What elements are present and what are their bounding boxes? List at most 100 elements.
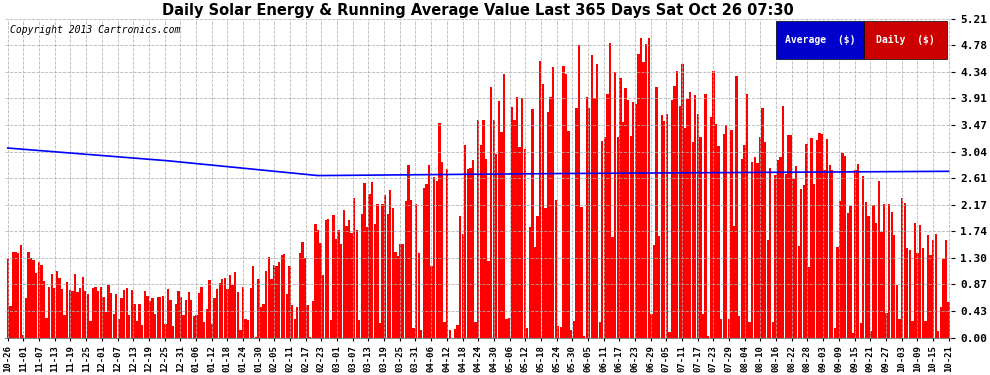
Bar [694,95,697,338]
Bar [914,223,916,338]
Bar [366,226,368,338]
Title: Daily Solar Energy & Running Average Value Last 365 Days Sat Oct 26 07:30: Daily Solar Energy & Running Average Val… [162,3,794,18]
Bar [479,146,482,338]
Bar [665,114,668,338]
Bar [883,204,885,338]
Bar [405,201,407,338]
Bar [614,72,617,338]
Bar [234,272,237,338]
Bar [466,170,469,338]
Bar [58,278,60,338]
Bar [904,203,906,338]
Bar [46,318,48,338]
Bar [206,309,208,338]
Bar [808,267,810,338]
Bar [436,181,438,338]
Bar [702,314,704,338]
Bar [591,55,593,338]
Bar [898,319,901,338]
Bar [273,266,275,338]
Bar [38,262,40,338]
Bar [381,204,384,338]
Bar [529,227,531,338]
Bar [511,108,513,338]
Bar [880,232,882,338]
Bar [604,137,606,338]
Bar [668,332,670,338]
Bar [35,273,38,338]
Bar [43,280,46,338]
Bar [800,189,803,338]
Bar [320,243,322,338]
Bar [490,87,492,338]
Bar [697,114,699,338]
Bar [216,289,218,338]
Bar [625,88,627,338]
Bar [66,282,68,338]
Bar [493,120,495,338]
Bar [938,330,940,338]
Bar [237,292,239,338]
Bar [671,100,673,338]
Bar [134,304,136,338]
Bar [245,319,247,338]
Bar [640,38,643,338]
Bar [619,78,622,338]
Bar [309,337,311,338]
Bar [485,159,487,338]
Bar [813,184,816,338]
Bar [415,204,418,338]
Bar [102,297,105,338]
Bar [764,142,766,338]
Bar [242,287,245,338]
Bar [593,98,596,338]
Bar [870,331,872,338]
Bar [482,120,484,338]
Bar [307,305,309,338]
Bar [718,146,720,338]
Bar [599,322,601,338]
Bar [107,285,110,338]
Bar [630,136,632,338]
Bar [28,252,30,338]
Bar [461,234,464,338]
Bar [30,258,33,338]
Bar [650,314,652,338]
Bar [453,329,456,338]
Bar [725,125,728,338]
Bar [585,98,588,338]
Bar [710,117,712,338]
Bar [723,134,725,338]
Bar [314,224,317,338]
Bar [402,244,404,338]
Bar [469,168,471,338]
Bar [731,130,733,338]
Bar [572,321,575,338]
Bar [846,213,849,338]
Bar [214,298,216,338]
Bar [498,100,500,338]
Bar [92,288,94,338]
Bar [340,244,343,338]
Bar [893,235,896,338]
Bar [761,108,763,338]
Bar [128,315,131,338]
Bar [771,322,774,338]
Bar [384,195,386,338]
Bar [48,286,50,338]
Bar [909,250,911,338]
Bar [60,289,63,338]
Bar [172,326,174,338]
Bar [534,247,537,338]
Bar [426,184,428,338]
Bar [513,120,516,338]
Bar [521,98,524,338]
Bar [89,321,92,338]
Bar [537,216,539,338]
Bar [925,321,927,338]
Bar [601,141,604,338]
Bar [790,135,792,338]
Bar [371,182,373,338]
Bar [567,131,570,338]
Bar [164,324,166,338]
